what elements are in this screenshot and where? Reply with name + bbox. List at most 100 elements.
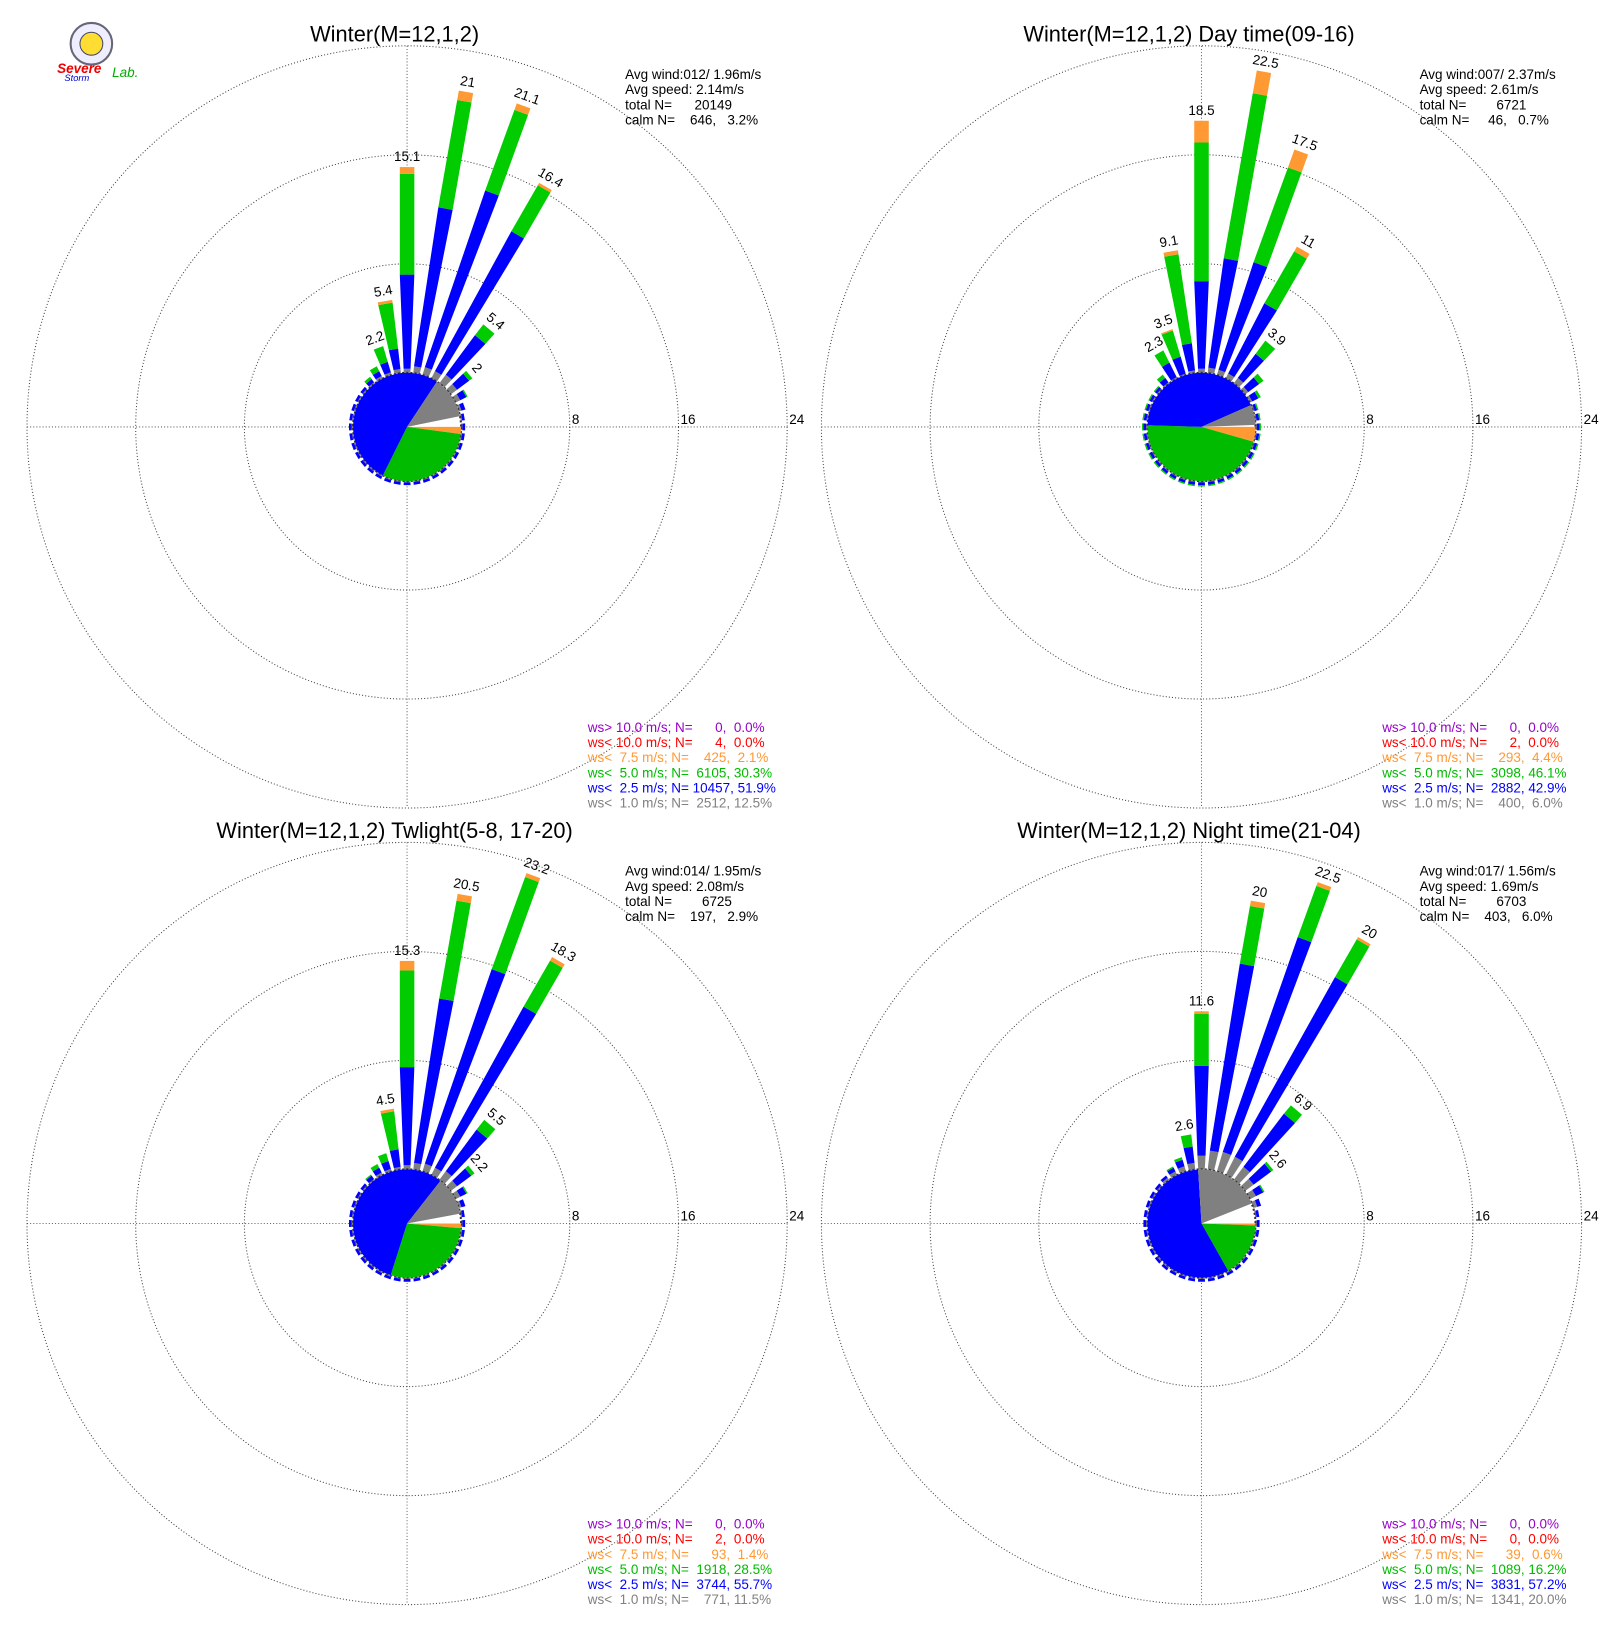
bar-segment <box>452 373 470 390</box>
bar-segment <box>351 1200 357 1208</box>
bar-segment <box>375 1172 383 1179</box>
stats-line: Avg wind:017/ 1.56m/s <box>1420 864 1556 879</box>
bar-segment <box>1216 1151 1232 1174</box>
bar-segment <box>1255 340 1276 361</box>
bar-segment <box>1227 475 1235 481</box>
bar-segment <box>1208 483 1216 487</box>
bar-segment <box>378 302 399 351</box>
stats-line: Avg speed: 2.61m/s <box>1420 82 1539 97</box>
bar-segment <box>456 404 462 412</box>
bar-segment <box>1148 453 1153 460</box>
bar-segment <box>457 1239 463 1247</box>
bar-segment <box>1234 977 1348 1162</box>
r-tick-label: 16 <box>1475 412 1490 427</box>
grid-ring <box>26 45 788 809</box>
grid-ring <box>135 950 679 1497</box>
bar-segment <box>1145 442 1151 451</box>
bar-segment <box>514 103 531 115</box>
bar-segment <box>452 1190 461 1200</box>
pie-slice <box>353 1169 441 1276</box>
bar-segment <box>1144 443 1149 451</box>
bar-segment <box>393 1277 401 1282</box>
pie-slice <box>1201 1223 1256 1271</box>
bar-segment <box>399 274 415 369</box>
bar-segment <box>424 969 506 1167</box>
bar-segment <box>1149 394 1156 403</box>
legend-entry: ws> 10.0 m/s; N= 0, 0.0% <box>1381 720 1559 735</box>
legend-entry: ws< 2.5 m/s; N= 2882, 42.9% <box>1381 780 1566 795</box>
legend-entry: ws< 5.0 m/s; N= 6105, 30.3% <box>587 765 772 780</box>
bar-segment <box>1207 1277 1216 1282</box>
bar-total-label: 15.1 <box>394 149 420 164</box>
bar-segment <box>1198 1279 1205 1282</box>
r-tick-label: 16 <box>681 1208 696 1223</box>
bar-segment <box>1249 900 1266 909</box>
bar-segment <box>1143 423 1147 431</box>
bar-segment <box>399 970 415 1068</box>
bar-segment <box>413 1277 421 1282</box>
bar-total-label: 9.1 <box>1158 232 1179 250</box>
pie-slice <box>390 1223 461 1278</box>
bar-segment <box>349 1209 354 1218</box>
bar-segment <box>1240 1178 1254 1192</box>
stats-line: Avg speed: 2.08m/s <box>625 879 744 894</box>
bar-segment <box>1243 461 1250 468</box>
bar-segment <box>403 482 411 486</box>
bar-segment <box>380 1108 395 1114</box>
bar-segment <box>1209 963 1255 1153</box>
bar-segment <box>366 1175 375 1184</box>
bar-segment <box>364 376 372 384</box>
bar-segment <box>1252 1185 1264 1197</box>
bar-segment <box>440 1263 448 1271</box>
bar-total-label: 15.3 <box>394 943 420 958</box>
r-tick-label: 8 <box>1366 1208 1374 1223</box>
bar-segment <box>377 1153 389 1164</box>
bar-segment <box>1237 353 1264 383</box>
bar-segment <box>1243 1113 1296 1173</box>
logo: Severe Storm Lab. <box>57 21 138 83</box>
legend-entry: ws< 5.0 m/s; N= 1918, 28.5% <box>587 1562 772 1577</box>
bar-segment <box>1197 1155 1206 1170</box>
bar-segment <box>1241 460 1249 468</box>
bar-segment <box>375 473 383 480</box>
bar-segment <box>1233 1166 1250 1185</box>
bar-segment <box>1334 939 1370 985</box>
bar-segment <box>1223 93 1268 261</box>
grid-ring <box>135 154 679 700</box>
bar-segment <box>1160 469 1167 475</box>
bar-segment <box>1217 477 1225 483</box>
bar-segment <box>1236 469 1243 475</box>
bar-segment <box>1142 423 1144 431</box>
stats-line: Avg speed: 2.14m/s <box>625 82 744 97</box>
bar-segment <box>372 1167 382 1176</box>
legend-entry: ws< 7.5 m/s; N= 93, 1.4% <box>587 1547 769 1562</box>
stats-line: Avg wind:014/ 1.95m/s <box>625 864 761 879</box>
logo-text: Storm <box>64 73 89 83</box>
pie-slice <box>407 1223 462 1229</box>
bar-segment <box>414 207 453 368</box>
bar-segment <box>399 960 415 971</box>
bar-segment <box>465 1165 475 1176</box>
bar-segment <box>1143 413 1148 421</box>
bar-segment <box>1154 1183 1162 1191</box>
bar-segment <box>1154 1256 1162 1264</box>
bar-segment <box>388 348 401 371</box>
bar-total-label: 2.2 <box>363 328 386 349</box>
logo-text: Lab. <box>112 65 138 80</box>
bar-segment <box>1254 1198 1262 1207</box>
grid-ring <box>820 45 1583 809</box>
bar-segment <box>452 394 461 403</box>
bar-segment <box>1239 905 1265 967</box>
stats-line: total N= 20149 <box>625 97 732 112</box>
stats-line: total N= 6725 <box>625 894 732 909</box>
bar-segment <box>1172 356 1186 376</box>
bar-segment <box>1177 1166 1187 1174</box>
chart-title: Winter(M=12,1,2) Twlight(5-8, 17-20) <box>216 818 572 843</box>
bar-total-label: 18.5 <box>1188 103 1214 118</box>
bar-segment <box>1160 1175 1168 1183</box>
legend-entry: ws< 10.0 m/s; N= 0, 0.0% <box>1381 1532 1559 1547</box>
bar-segment <box>1142 413 1145 421</box>
grid-ring <box>1038 1059 1365 1388</box>
bar-segment <box>1143 433 1148 441</box>
